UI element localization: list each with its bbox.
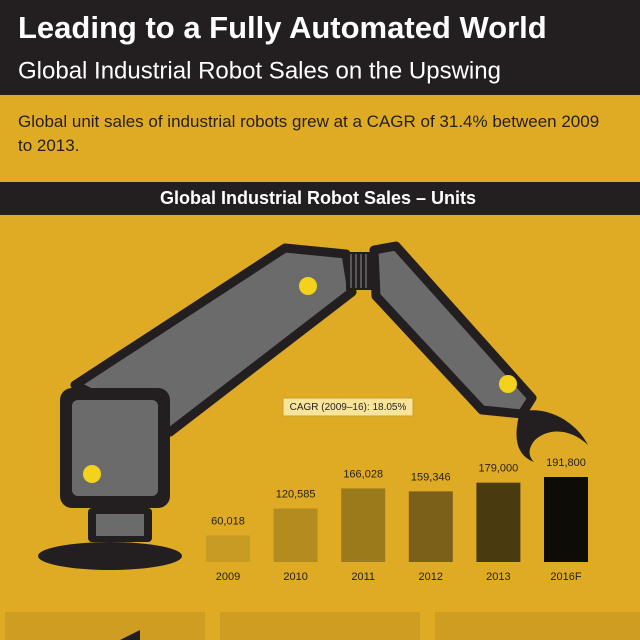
chart-title: Global Industrial Robot Sales – Units	[160, 188, 476, 208]
panel	[220, 612, 420, 640]
icon	[120, 630, 140, 640]
bar	[273, 508, 318, 562]
panel	[5, 612, 205, 640]
annotation: CAGR (2009–16): 18.05%	[290, 402, 407, 413]
bar	[206, 535, 250, 562]
value-label: 179,000	[479, 463, 519, 475]
header-title: Leading to a Fully Automated World	[18, 10, 547, 45]
bar	[408, 491, 453, 562]
header-subtitle: Global Industrial Robot Sales on the Ups…	[18, 57, 501, 84]
bar-chart: 60,018 2009 120,585 2010 166,028 2011 159,346 2…	[206, 457, 588, 583]
bar	[544, 477, 588, 562]
panel	[435, 612, 640, 640]
description-box: Global unit sales of industrial robots g…	[18, 112, 600, 155]
annotation-box	[282, 397, 414, 417]
x-tick-label: 2009	[216, 571, 240, 583]
value-label: 166,028	[343, 468, 383, 480]
value-label: 159,346	[411, 471, 451, 483]
description: Global unit sales of industrial robots g…	[18, 112, 600, 155]
value-label: 120,585	[276, 488, 316, 500]
x-tick-label: 2011	[351, 571, 375, 583]
value-label: 191,800	[546, 457, 586, 469]
bar	[476, 482, 521, 562]
x-tick-label: 2010	[283, 571, 307, 583]
x-tick-label: 2012	[419, 571, 443, 583]
x-tick-label: 2013	[486, 571, 510, 583]
bar	[341, 488, 386, 562]
chart-title-band	[0, 182, 640, 215]
x-tick-label: 2016F	[550, 571, 581, 583]
robot	[38, 241, 588, 570]
header-band	[0, 0, 640, 95]
value-label: 60,018	[211, 515, 245, 527]
